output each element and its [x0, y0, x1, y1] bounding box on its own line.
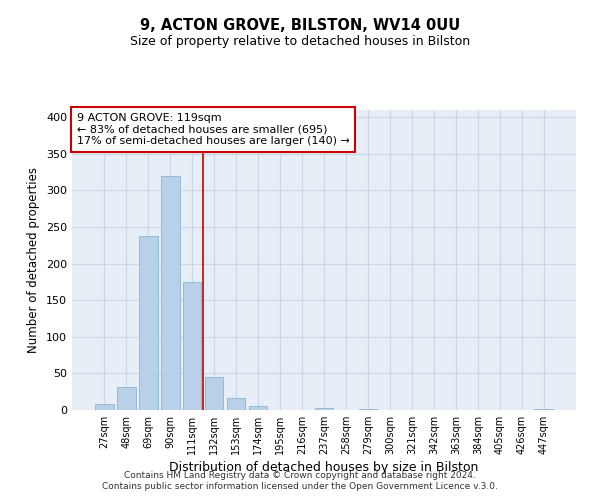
Bar: [205, 377, 223, 410]
Text: Size of property relative to detached houses in Bilston: Size of property relative to detached ho…: [130, 35, 470, 48]
Text: Contains public sector information licensed under the Open Government Licence v.: Contains public sector information licen…: [102, 482, 498, 491]
Text: 9 ACTON GROVE: 119sqm
← 83% of detached houses are smaller (695)
17% of semi-det: 9 ACTON GROVE: 119sqm ← 83% of detached …: [77, 113, 350, 146]
Y-axis label: Number of detached properties: Number of detached properties: [28, 167, 40, 353]
Text: 9, ACTON GROVE, BILSTON, WV14 0UU: 9, ACTON GROVE, BILSTON, WV14 0UU: [140, 18, 460, 32]
Text: Contains HM Land Registry data © Crown copyright and database right 2024.: Contains HM Land Registry data © Crown c…: [124, 471, 476, 480]
Bar: [535, 408, 553, 410]
Bar: [117, 386, 136, 410]
Bar: [227, 398, 245, 410]
Bar: [161, 176, 179, 410]
Bar: [139, 236, 158, 410]
X-axis label: Distribution of detached houses by size in Bilston: Distribution of detached houses by size …: [169, 461, 479, 474]
Bar: [95, 404, 113, 410]
Bar: [249, 406, 268, 410]
Bar: [183, 282, 202, 410]
Bar: [314, 408, 334, 410]
